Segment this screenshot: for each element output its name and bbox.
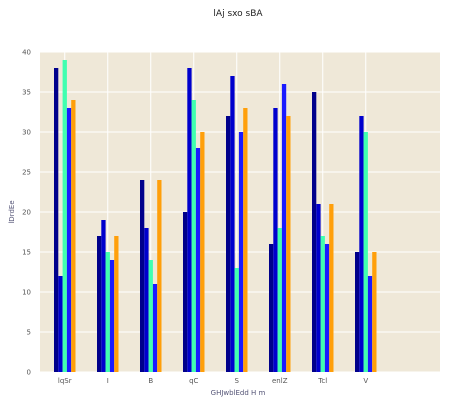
- bar: [110, 260, 114, 372]
- x-tick-label: Tcl: [317, 377, 327, 385]
- bar: [54, 68, 58, 372]
- x-tick-label: lqSr: [58, 377, 72, 385]
- bar: [355, 252, 359, 372]
- y-tick-label: 10: [22, 289, 31, 297]
- bar: [63, 60, 67, 372]
- bar: [71, 100, 75, 372]
- y-tick-label: 30: [22, 129, 31, 137]
- x-tick-label: S: [235, 377, 240, 385]
- y-axis-label: lDrdEe: [8, 200, 16, 223]
- x-tick-label: V: [363, 377, 368, 385]
- bar: [269, 244, 273, 372]
- bar: [187, 68, 191, 372]
- bar: [239, 132, 243, 372]
- bar: [114, 236, 118, 372]
- bar: [364, 132, 368, 372]
- bar: [359, 116, 363, 372]
- bar: [196, 148, 200, 372]
- bar: [58, 276, 62, 372]
- bar: [106, 252, 110, 372]
- bar: [368, 276, 372, 372]
- bar: [153, 284, 157, 372]
- x-tick-label: qC: [189, 377, 198, 385]
- bar: [97, 236, 101, 372]
- bar: [192, 100, 196, 372]
- chart-title: lAj sxo sBA: [213, 9, 263, 19]
- x-axis-label: GHJwblEdd H m: [211, 389, 266, 397]
- bar: [372, 252, 376, 372]
- bar: [235, 268, 239, 372]
- bar: [200, 132, 204, 372]
- bar: [101, 220, 105, 372]
- bar: [183, 212, 187, 372]
- y-tick-label: 25: [22, 169, 31, 177]
- bar: [282, 84, 286, 372]
- y-tick-label: 40: [22, 49, 31, 57]
- y-tick-label: 35: [22, 89, 31, 97]
- x-tick-label: enlZ: [272, 377, 288, 385]
- bar: [226, 116, 230, 372]
- y-ticks: 0 5 10 15 20 25 30 35 40: [22, 49, 31, 377]
- x-tick-label: I: [107, 377, 109, 385]
- y-tick-label: 0: [27, 369, 31, 377]
- bar: [273, 108, 277, 372]
- bar: [312, 92, 316, 372]
- y-tick-label: 20: [22, 209, 31, 217]
- bar: [243, 108, 247, 372]
- bar: [230, 76, 234, 372]
- bar: [149, 260, 153, 372]
- bar: [329, 204, 333, 372]
- bar: [316, 204, 320, 372]
- bar: [157, 180, 161, 372]
- bar: [67, 108, 71, 372]
- y-tick-label: 5: [27, 329, 31, 337]
- bar: [286, 116, 290, 372]
- y-tick-label: 15: [22, 249, 31, 257]
- bar: [321, 236, 325, 372]
- bar: [140, 180, 144, 372]
- bar: [144, 228, 148, 372]
- bar: [278, 228, 282, 372]
- bar: [325, 244, 329, 372]
- x-tick-label: B: [148, 377, 153, 385]
